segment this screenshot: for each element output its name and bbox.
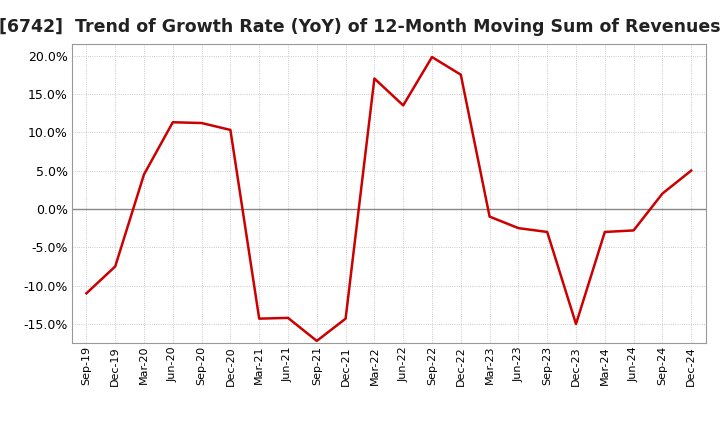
Text: [6742]  Trend of Growth Rate (YoY) of 12-Month Moving Sum of Revenues: [6742] Trend of Growth Rate (YoY) of 12-…: [0, 18, 720, 36]
